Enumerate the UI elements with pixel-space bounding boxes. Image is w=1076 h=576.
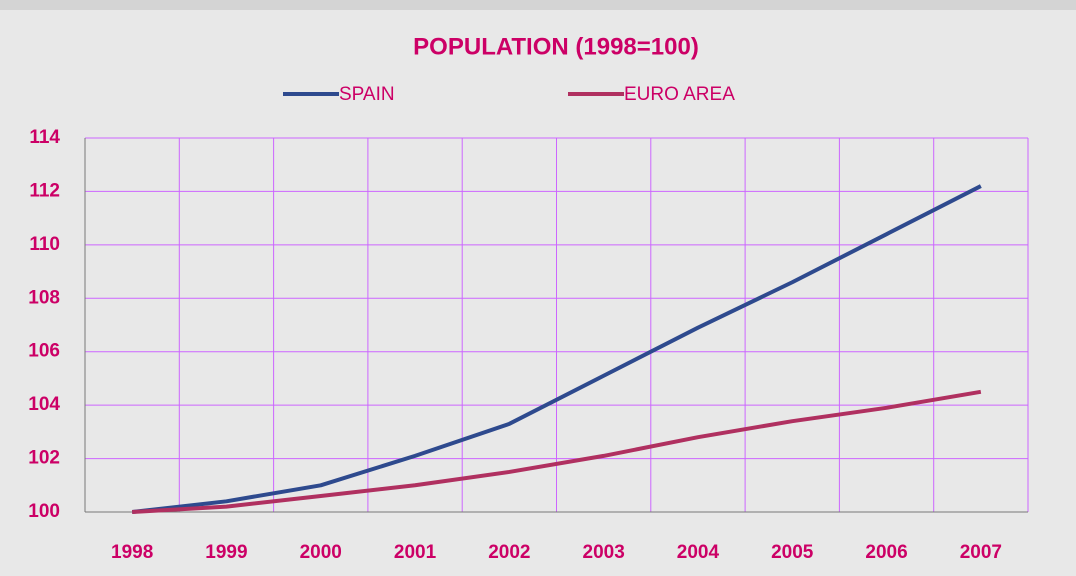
- series-line: [132, 389, 982, 514]
- top-bar: [0, 0, 1076, 10]
- y-tick-label: 114: [29, 127, 60, 148]
- x-tick-label: 2005: [771, 542, 814, 563]
- x-tick-label: 2001: [394, 542, 437, 563]
- y-tick-label: 106: [28, 341, 60, 362]
- x-tick-label: 1999: [205, 542, 247, 563]
- y-tick-label: 104: [28, 394, 60, 415]
- legend-label: EURO AREA: [624, 84, 735, 105]
- x-tick-label: 2006: [865, 542, 907, 563]
- series-line: [131, 184, 982, 514]
- x-tick-label: 1998: [111, 542, 153, 563]
- y-tick-label: 102: [28, 448, 60, 469]
- x-tick-label: 2007: [960, 542, 1002, 563]
- x-tick-label: 2002: [488, 542, 530, 563]
- x-tick-label: 2003: [583, 542, 625, 563]
- y-tick-label: 100: [28, 501, 60, 522]
- y-tick-label: 110: [29, 234, 60, 255]
- x-tick-label: 2000: [300, 542, 342, 563]
- y-tick-label: 108: [28, 287, 60, 308]
- x-tick-label: 2004: [677, 542, 720, 563]
- legend-label: SPAIN: [339, 84, 395, 105]
- chart-title: POPULATION (1998=100): [413, 33, 699, 60]
- y-tick-label: 112: [29, 180, 60, 201]
